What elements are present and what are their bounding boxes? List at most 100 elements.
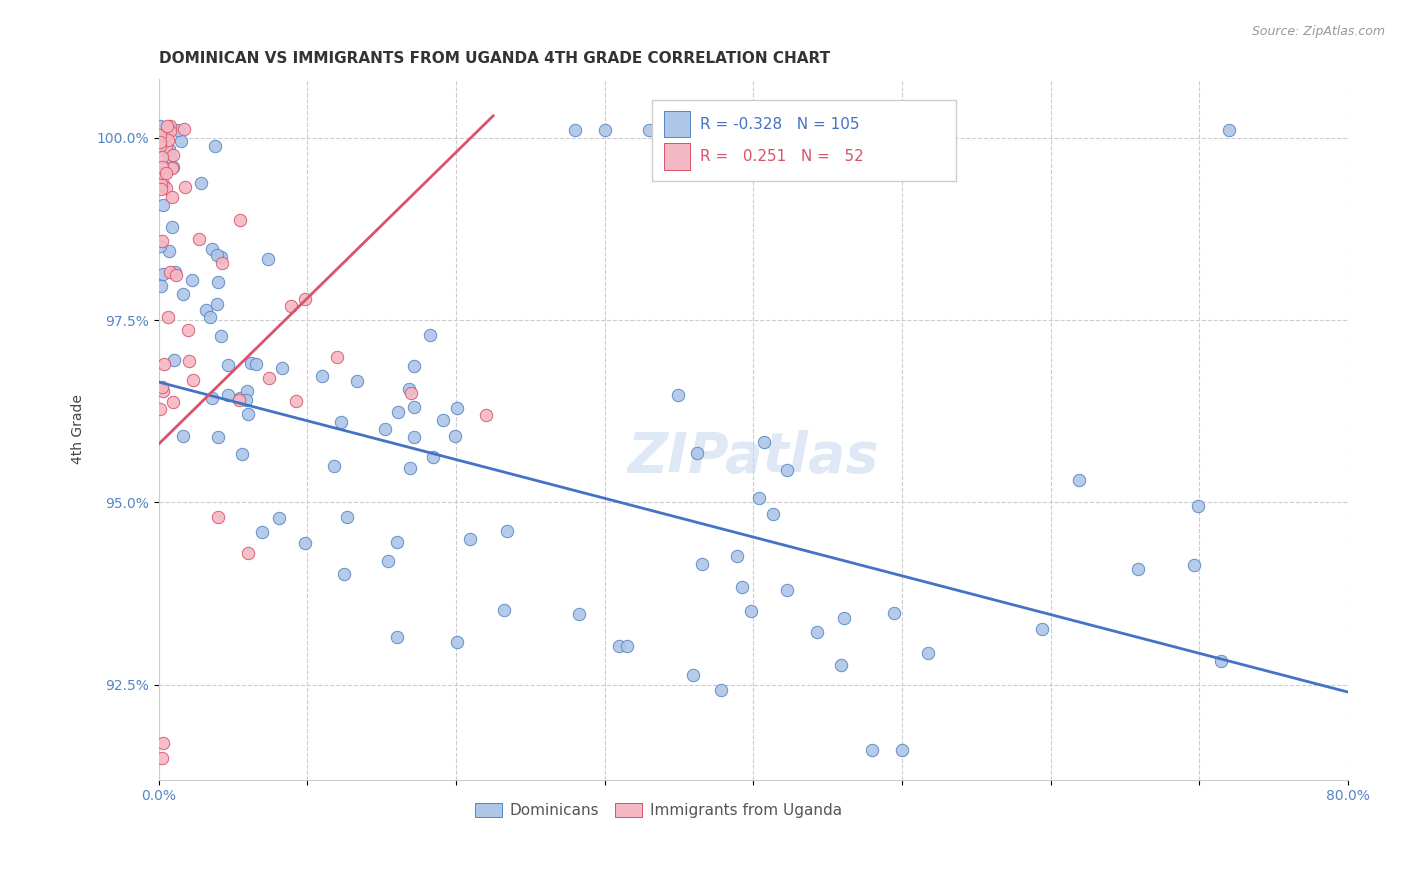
Point <box>163 352 186 367</box>
Point <box>725 549 748 563</box>
Point <box>713 123 735 137</box>
Point <box>419 327 441 342</box>
Point <box>152 384 174 399</box>
Point <box>201 392 224 406</box>
Point <box>229 212 252 227</box>
Point <box>346 374 368 388</box>
Point <box>153 357 176 371</box>
Point <box>207 275 229 289</box>
Point <box>564 123 586 137</box>
Point <box>638 123 661 137</box>
Point <box>748 491 770 505</box>
Point <box>686 446 709 460</box>
Point <box>156 128 179 142</box>
Point <box>239 355 262 369</box>
Point <box>1126 562 1149 576</box>
Point <box>162 190 184 204</box>
Point <box>159 150 181 164</box>
Point <box>165 265 187 279</box>
Point <box>446 635 468 649</box>
Point <box>257 252 280 267</box>
Point <box>832 611 855 625</box>
Point <box>157 133 180 147</box>
Point <box>446 401 468 416</box>
Point <box>209 329 232 343</box>
Point <box>177 354 200 368</box>
Point <box>762 508 785 522</box>
Point <box>432 413 454 427</box>
Point <box>162 395 184 409</box>
FancyBboxPatch shape <box>664 143 690 169</box>
Point <box>155 166 177 180</box>
Point <box>271 360 294 375</box>
Point <box>666 388 689 402</box>
Point <box>398 383 420 397</box>
Point <box>336 509 359 524</box>
Point <box>207 510 229 524</box>
Point <box>323 459 346 474</box>
Point <box>1182 558 1205 573</box>
Point <box>190 176 212 190</box>
Point <box>830 658 852 673</box>
Y-axis label: 4th Grade: 4th Grade <box>72 394 86 465</box>
Point <box>149 138 172 153</box>
Point <box>236 384 259 398</box>
Point <box>1067 473 1090 487</box>
Point <box>404 430 426 444</box>
Point <box>235 393 257 408</box>
Point <box>238 408 260 422</box>
Point <box>444 429 467 443</box>
Point <box>150 165 173 179</box>
Point <box>165 268 187 283</box>
Point <box>149 143 172 157</box>
Point <box>245 357 267 371</box>
Point <box>399 461 422 475</box>
Text: R =   0.251   N =   52: R = 0.251 N = 52 <box>700 149 863 164</box>
Point <box>1031 622 1053 636</box>
Point <box>155 140 177 154</box>
Point <box>568 607 591 621</box>
Point <box>156 119 179 133</box>
Point <box>188 231 211 245</box>
Point <box>474 408 496 422</box>
Point <box>150 380 173 394</box>
Point <box>152 736 174 750</box>
Point <box>860 743 883 757</box>
Point <box>422 450 444 464</box>
Point <box>207 430 229 444</box>
Point <box>806 625 828 640</box>
Point <box>177 323 200 337</box>
Text: Source: ZipAtlas.com: Source: ZipAtlas.com <box>1251 25 1385 38</box>
Text: R = -0.328   N = 105: R = -0.328 N = 105 <box>700 117 859 132</box>
Point <box>149 128 172 143</box>
Point <box>149 135 172 149</box>
Point <box>252 525 274 540</box>
Point <box>172 429 194 443</box>
Point <box>740 604 762 618</box>
Point <box>284 394 307 409</box>
Point <box>181 373 204 387</box>
Point <box>173 121 195 136</box>
Point <box>1209 654 1232 668</box>
Point <box>159 124 181 138</box>
Point <box>150 750 173 764</box>
Point <box>211 256 233 270</box>
Point <box>752 435 775 450</box>
Point <box>682 667 704 681</box>
Point <box>387 405 409 419</box>
Point <box>149 168 172 182</box>
Point <box>159 265 181 279</box>
Point <box>159 244 181 258</box>
Point <box>311 368 333 383</box>
Point <box>205 248 228 262</box>
Point <box>149 120 172 134</box>
Point <box>172 287 194 301</box>
Point <box>401 386 423 401</box>
Point <box>160 220 183 235</box>
Point <box>280 299 302 313</box>
FancyBboxPatch shape <box>652 101 956 181</box>
Point <box>150 150 173 164</box>
Point <box>917 646 939 660</box>
Point <box>157 310 180 325</box>
Point <box>195 303 218 318</box>
